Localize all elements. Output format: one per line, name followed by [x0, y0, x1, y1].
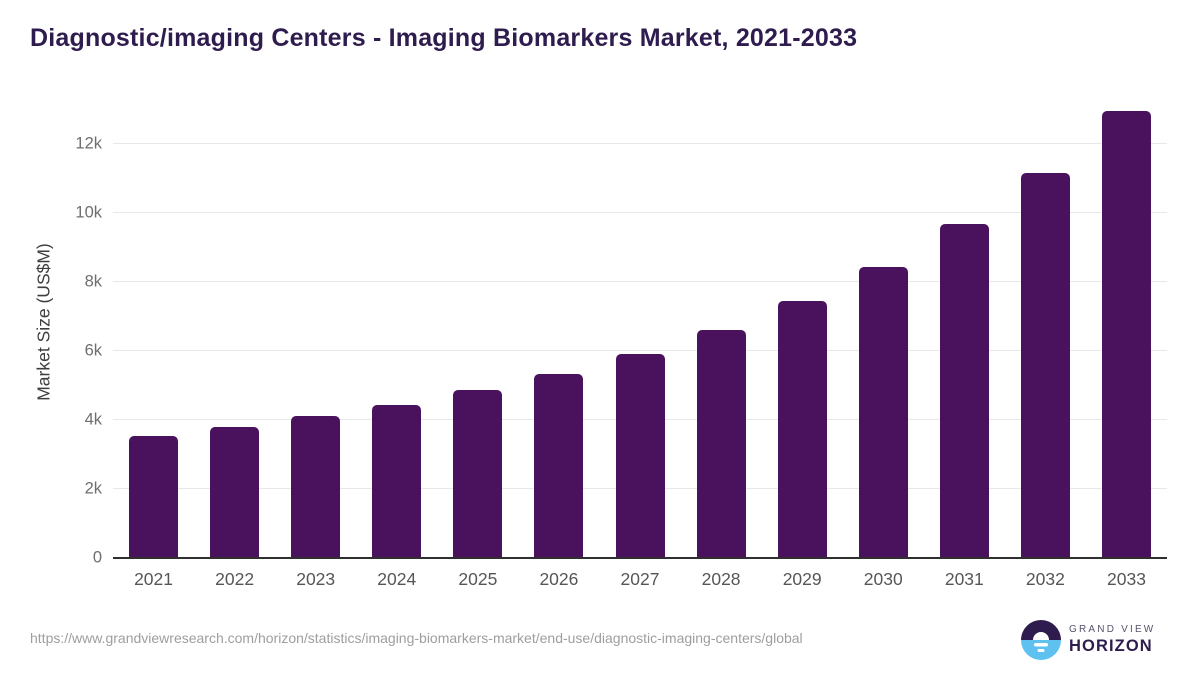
x-axis-labels: 2021 2022 2023 2024 2025 2026 2027 2028 2029 2030… — [113, 569, 1167, 590]
bar-column-2030 — [843, 95, 924, 558]
x-tick-label-2028: 2028 — [701, 569, 741, 589]
y-axis-tick-labels: 0 2k 4k 6k 8k 10k 12k — [30, 95, 102, 567]
bar-column-2028 — [681, 95, 762, 558]
bar-column-2027 — [599, 95, 680, 558]
bar-column-2022 — [194, 95, 275, 558]
horizon-logo-icon — [1021, 620, 1061, 660]
x-tick-label-2022: 2022 — [215, 569, 255, 589]
x-tick-label-2026: 2026 — [539, 569, 579, 589]
x-tick-label-2021: 2021 — [134, 569, 173, 589]
y-tick-label: 2k — [84, 479, 102, 498]
bar-2026[interactable] — [534, 373, 584, 558]
brand-logo: GRAND VIEW HORIZON — [1021, 620, 1155, 660]
bar-column-2033 — [1086, 95, 1167, 558]
bar-column-2025 — [437, 95, 518, 558]
x-tick-label-2027: 2027 — [620, 569, 660, 589]
gridline-8000 — [113, 281, 1167, 282]
bar-series — [113, 95, 1167, 558]
plot-area — [113, 95, 1167, 559]
y-tick-label: 10k — [75, 203, 102, 222]
bar-2028[interactable] — [696, 330, 746, 558]
x-tick-label-2029: 2029 — [782, 569, 822, 589]
logo-product-name: HORIZON — [1069, 637, 1153, 655]
x-tick-label-2030: 2030 — [863, 569, 903, 589]
y-tick-label: 4k — [84, 410, 102, 429]
gridline-6000 — [113, 350, 1167, 351]
bar-2031[interactable] — [939, 224, 989, 558]
chart-title: Diagnostic/imaging Centers - Imaging Bio… — [30, 24, 858, 52]
bar-column-2021 — [113, 95, 194, 558]
x-tick-label-2033: 2033 — [1107, 569, 1146, 589]
bar-column-2026 — [518, 95, 599, 558]
bar-2027[interactable] — [615, 354, 665, 558]
bar-2029[interactable] — [777, 301, 827, 558]
source-url: https://www.grandviewresearch.com/horizo… — [30, 630, 803, 646]
x-tick-label-2024: 2024 — [377, 569, 417, 589]
bar-2032[interactable] — [1020, 173, 1070, 558]
gridline-10000 — [113, 212, 1167, 213]
x-tick-label-2025: 2025 — [458, 569, 498, 589]
bar-column-2032 — [1005, 95, 1086, 558]
x-tick-label-2023: 2023 — [296, 569, 336, 589]
bar-2023[interactable] — [291, 416, 341, 558]
bar-column-2023 — [275, 95, 356, 558]
y-tick-label: 12k — [75, 134, 102, 153]
bar-2022[interactable] — [210, 426, 260, 558]
y-tick-label: 0 — [92, 548, 102, 567]
x-tick-label-2031: 2031 — [944, 569, 984, 589]
y-tick-label: 6k — [84, 341, 102, 360]
bar-2033[interactable] — [1101, 111, 1151, 558]
bar-column-2029 — [762, 95, 843, 558]
bar-2021[interactable] — [129, 435, 179, 558]
bar-column-2024 — [356, 95, 437, 558]
x-tick-label-2032: 2032 — [1025, 569, 1065, 589]
bar-2030[interactable] — [858, 266, 908, 558]
x-axis-line — [113, 557, 1167, 559]
bar-2025[interactable] — [453, 390, 503, 558]
logo-brand-name: GRAND VIEW — [1069, 624, 1156, 635]
bar-column-2031 — [924, 95, 1005, 558]
gridline-12000 — [113, 143, 1167, 144]
bar-2024[interactable] — [372, 404, 422, 558]
y-tick-label: 8k — [84, 272, 102, 291]
